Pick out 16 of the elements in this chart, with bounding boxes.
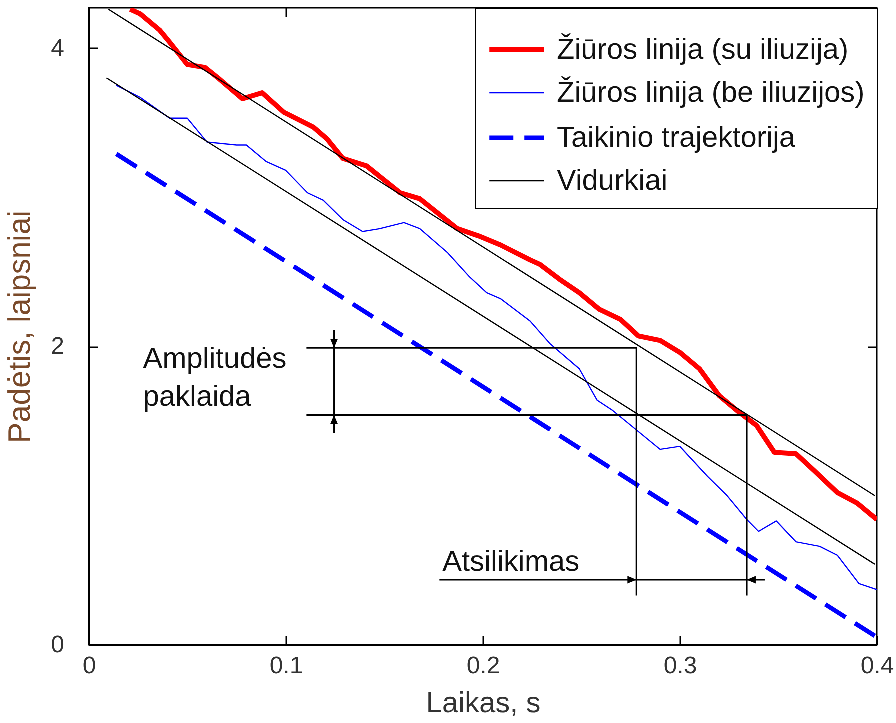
y-tick-label: 2 — [51, 333, 64, 360]
y-axis-title: Padėtis, laipsniai — [2, 210, 38, 444]
x-tick-label: 0.4 — [860, 652, 894, 680]
x-tick-label: 0.1 — [270, 652, 304, 680]
x-tick-label: 0.3 — [664, 652, 698, 680]
x-tick-label: 0 — [82, 652, 96, 680]
x-axis-title: Laikas, s — [426, 688, 541, 720]
annotation: Atsilikimas — [442, 546, 580, 578]
legend-label: Vidurkiai — [557, 165, 668, 197]
x-tick-label: 0.2 — [466, 652, 500, 680]
y-tick-label: 0 — [51, 632, 64, 658]
annotation: Amplitudės paklaida — [143, 343, 287, 414]
y-tick-label: 4 — [51, 34, 64, 62]
legend-label: Žiūros linija (su iliuzija) — [557, 33, 849, 66]
legend-label: Žiūros linija (be iliuzijos) — [557, 76, 865, 109]
legend-label: Taikinio trajektorija — [557, 122, 796, 154]
